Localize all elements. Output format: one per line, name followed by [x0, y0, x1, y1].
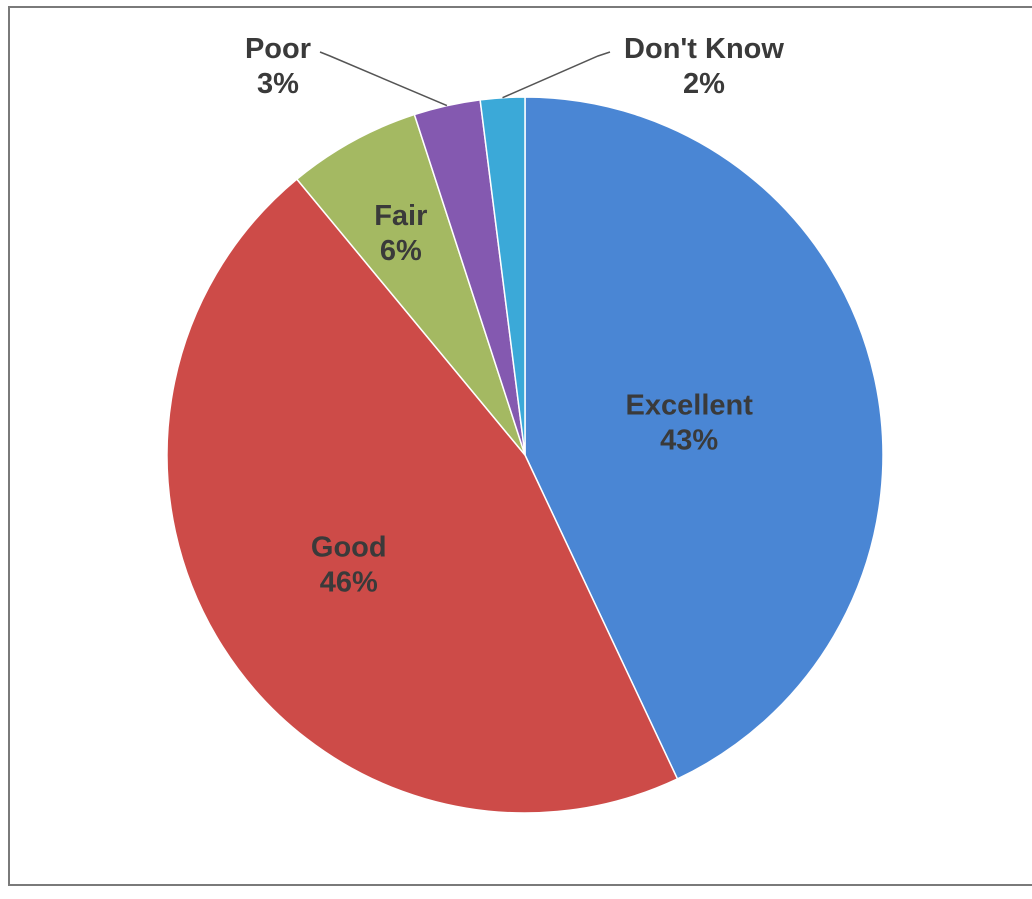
pie-slices: [166, 96, 884, 814]
slice-percent-excellent: 43%: [660, 424, 718, 456]
leader-line-poor: [319, 51, 448, 107]
slice-label-fair: Fair: [374, 200, 427, 232]
slice-percent-good: 46%: [320, 567, 378, 599]
pie-slice-excellent: [524, 96, 884, 780]
slice-label-excellent: Excellent: [626, 389, 754, 421]
pie-slice-good: [166, 178, 679, 814]
pie-slice-fair: [295, 113, 526, 456]
leader-lines: [319, 51, 611, 107]
slice-label-don-t-know: Don't Know: [624, 33, 784, 65]
leader-line-don-t-know: [502, 51, 611, 99]
slice-percent-poor: 3%: [257, 68, 299, 100]
slice-label-poor: Poor: [245, 33, 311, 65]
slice-percent-fair: 6%: [380, 235, 422, 267]
slice-label-good: Good: [311, 532, 387, 564]
slice-percent-don-t-know: 2%: [683, 68, 725, 100]
